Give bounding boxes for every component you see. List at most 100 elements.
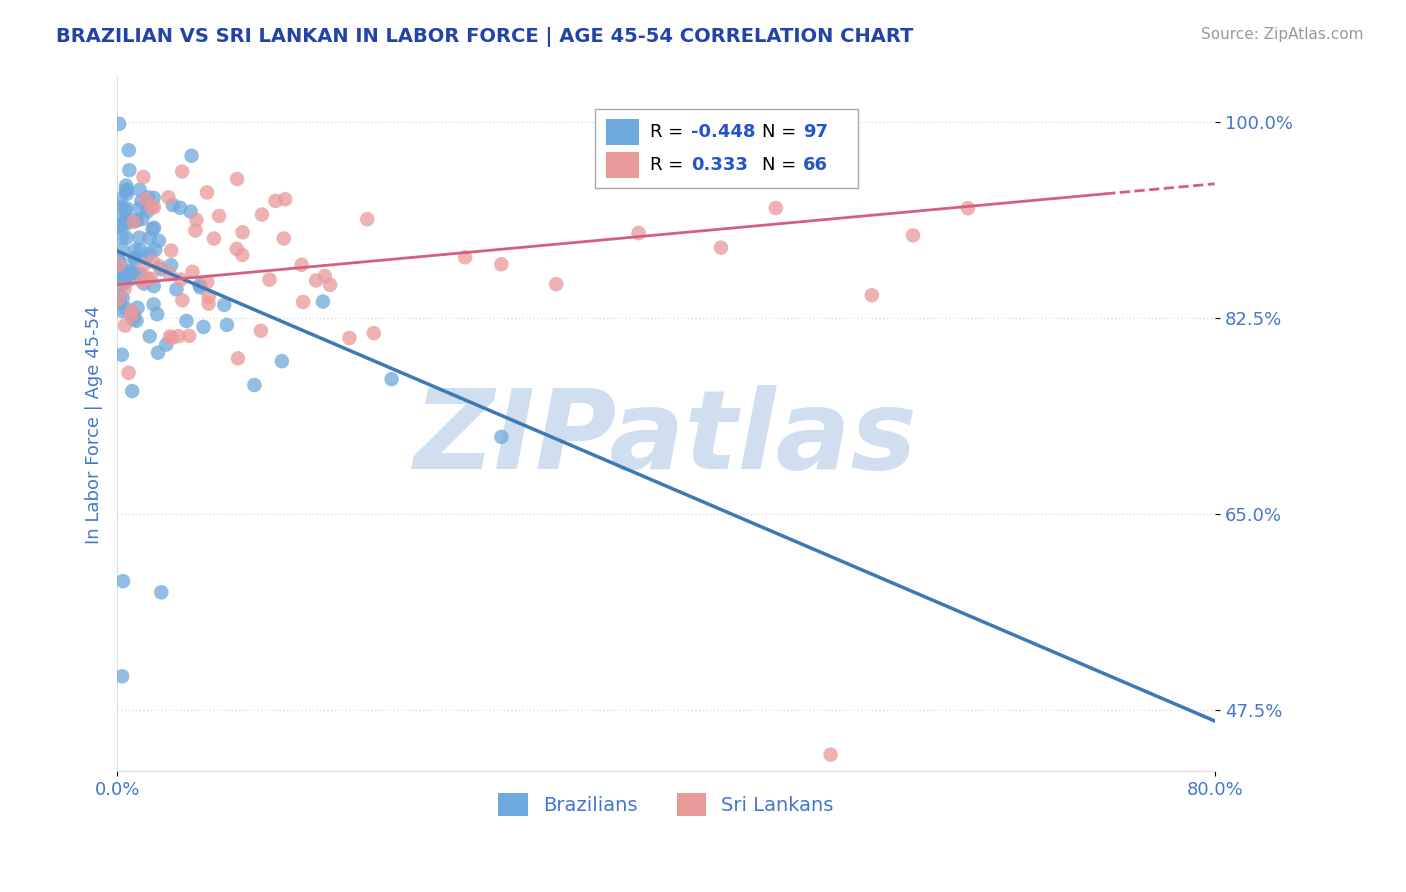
Point bbox=[291, 258, 314, 272]
Point bbox=[339, 331, 361, 345]
Point bbox=[160, 244, 183, 258]
Point bbox=[208, 209, 231, 223]
Point bbox=[136, 190, 159, 204]
Point bbox=[127, 301, 149, 315]
Point bbox=[107, 269, 129, 284]
Point bbox=[108, 295, 131, 310]
Point bbox=[188, 278, 211, 293]
Point bbox=[117, 366, 139, 380]
Point bbox=[319, 277, 342, 292]
Point bbox=[118, 163, 141, 178]
Point bbox=[107, 220, 129, 235]
Point bbox=[141, 222, 163, 236]
Text: 66: 66 bbox=[803, 156, 828, 174]
Point bbox=[107, 252, 129, 267]
Point bbox=[114, 215, 136, 229]
Point bbox=[129, 267, 152, 281]
Point bbox=[172, 293, 194, 308]
Text: BRAZILIAN VS SRI LANKAN IN LABOR FORCE | AGE 45-54 CORRELATION CHART: BRAZILIAN VS SRI LANKAN IN LABOR FORCE |… bbox=[56, 27, 914, 46]
Point bbox=[115, 217, 138, 231]
Point bbox=[176, 314, 198, 328]
Point bbox=[122, 308, 145, 322]
Point bbox=[226, 172, 249, 186]
Point bbox=[381, 372, 404, 386]
Point bbox=[117, 267, 139, 281]
Point bbox=[546, 277, 568, 292]
Point bbox=[160, 258, 183, 272]
Point bbox=[120, 265, 142, 279]
Point bbox=[115, 183, 138, 197]
Point bbox=[170, 272, 193, 286]
Point bbox=[132, 169, 155, 184]
Text: 97: 97 bbox=[803, 123, 828, 141]
Point bbox=[166, 282, 188, 296]
Point bbox=[124, 266, 146, 280]
Point bbox=[139, 272, 162, 286]
Point bbox=[274, 192, 297, 206]
Point bbox=[117, 265, 139, 279]
Point bbox=[110, 200, 132, 214]
Point bbox=[111, 230, 134, 244]
Point bbox=[146, 345, 169, 359]
Point bbox=[250, 324, 273, 338]
Legend: Brazilians, Sri Lankans: Brazilians, Sri Lankans bbox=[491, 785, 841, 824]
Point bbox=[231, 248, 253, 262]
Point bbox=[155, 337, 177, 351]
Point bbox=[142, 254, 165, 268]
Point bbox=[157, 190, 180, 204]
Point bbox=[180, 149, 202, 163]
Point bbox=[292, 295, 315, 310]
Point bbox=[710, 241, 733, 255]
Point bbox=[121, 272, 143, 286]
Text: R =: R = bbox=[650, 123, 689, 141]
Point bbox=[143, 220, 166, 235]
Y-axis label: In Labor Force | Age 45-54: In Labor Force | Age 45-54 bbox=[86, 305, 103, 544]
Point bbox=[129, 194, 152, 209]
Point bbox=[125, 213, 148, 227]
Point bbox=[115, 202, 138, 216]
Point bbox=[108, 117, 131, 131]
Point bbox=[108, 213, 131, 227]
Point bbox=[131, 211, 153, 226]
Point bbox=[901, 228, 924, 243]
Point bbox=[765, 201, 787, 215]
Point bbox=[110, 255, 132, 269]
Point bbox=[146, 307, 169, 321]
Point bbox=[111, 669, 134, 683]
Point bbox=[150, 585, 173, 599]
Point bbox=[356, 212, 378, 227]
Point bbox=[114, 276, 136, 290]
Point bbox=[264, 194, 287, 208]
Point bbox=[162, 331, 184, 345]
Point bbox=[114, 203, 136, 218]
Point bbox=[114, 183, 136, 197]
Point bbox=[202, 231, 225, 245]
Point bbox=[108, 292, 131, 306]
Point bbox=[111, 266, 134, 280]
Point bbox=[120, 309, 142, 323]
Point bbox=[115, 301, 138, 316]
Point bbox=[111, 348, 134, 362]
Point bbox=[118, 143, 141, 157]
Point bbox=[114, 213, 136, 227]
Point bbox=[167, 329, 190, 343]
Point bbox=[136, 204, 159, 219]
Point bbox=[180, 204, 202, 219]
Point bbox=[305, 273, 328, 287]
Point bbox=[149, 262, 172, 277]
Point bbox=[186, 213, 208, 227]
Point bbox=[111, 243, 134, 257]
Point bbox=[111, 304, 134, 318]
Point bbox=[108, 258, 131, 272]
Point bbox=[122, 312, 145, 326]
Point bbox=[181, 265, 204, 279]
Point bbox=[136, 271, 159, 285]
Point bbox=[956, 201, 979, 215]
Point bbox=[122, 215, 145, 229]
Point bbox=[115, 186, 138, 201]
Point bbox=[114, 282, 136, 296]
Point bbox=[143, 243, 166, 257]
Point bbox=[142, 279, 165, 293]
Point bbox=[114, 318, 136, 333]
Point bbox=[110, 193, 132, 207]
